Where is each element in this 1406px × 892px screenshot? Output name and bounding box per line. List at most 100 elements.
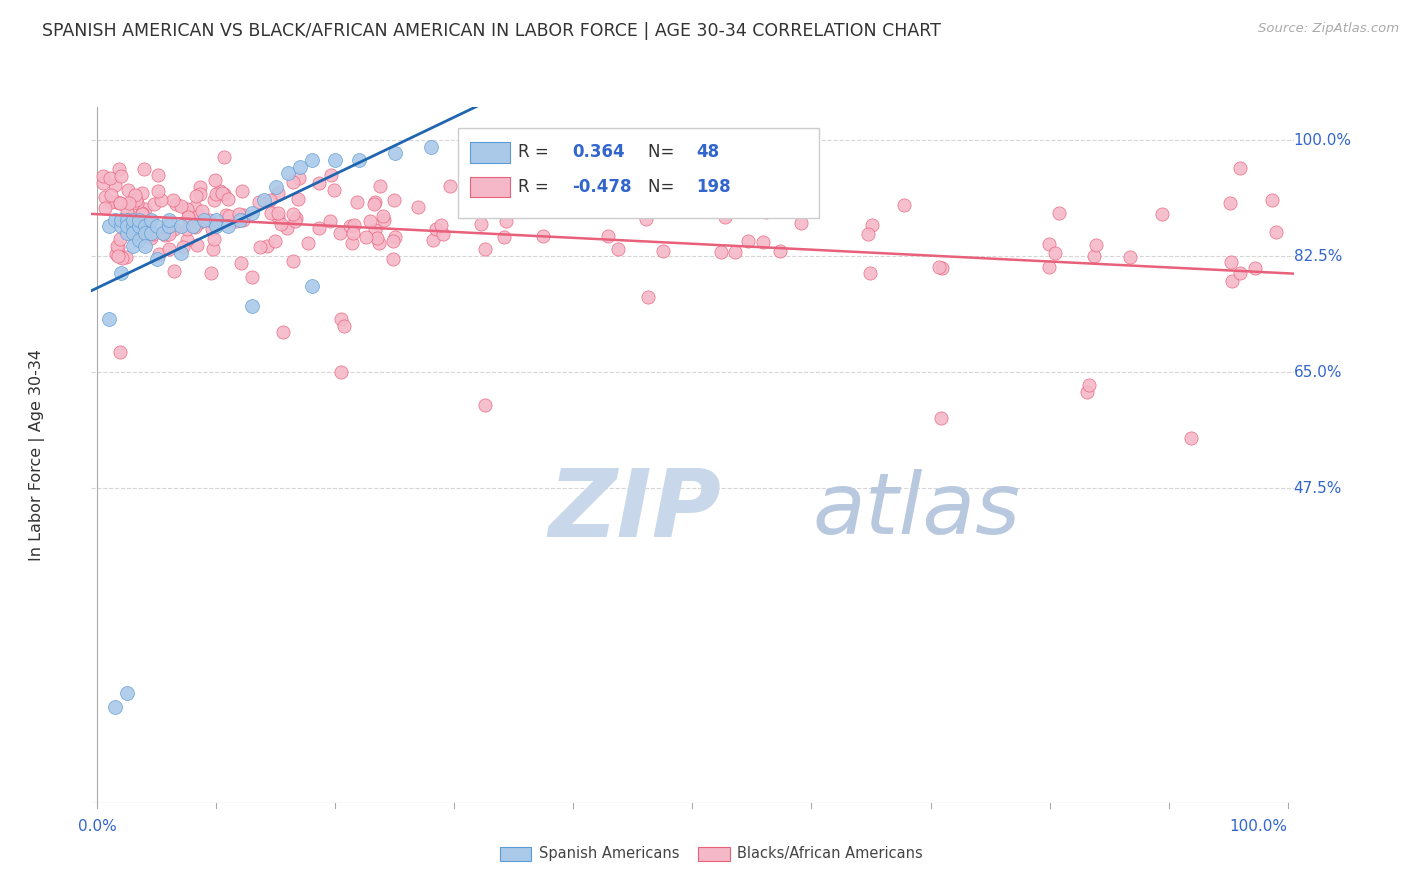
Point [214,187,236,202]
Point [146,219,169,234]
Point [110,266,132,280]
Point [276,220,298,235]
Point [1219,196,1241,211]
FancyBboxPatch shape [458,128,818,219]
Point [208,184,231,198]
FancyBboxPatch shape [470,142,510,162]
Point [343,218,366,232]
Text: Blacks/African Americans: Blacks/African Americans [737,847,922,861]
Point [201,243,224,257]
Text: Spanish Americans: Spanish Americans [538,847,679,861]
Point [139,226,162,240]
Point [329,365,352,379]
Point [359,214,381,228]
Point [105,239,128,253]
Point [249,240,271,254]
Point [146,184,169,198]
Point [128,233,150,247]
Point [159,242,181,256]
Point [170,199,193,213]
Point [605,201,627,215]
Text: 198: 198 [696,178,731,196]
Point [287,192,309,206]
Point [201,221,224,235]
Point [153,227,176,242]
Point [242,270,264,285]
Text: N=: N= [648,144,679,161]
Point [117,213,139,227]
Point [186,217,208,231]
Point [267,206,290,220]
Point [105,194,128,209]
Text: 0.364: 0.364 [572,144,624,161]
Point [176,202,198,217]
Point [124,193,146,207]
Point [217,219,239,234]
Text: -0.478: -0.478 [572,178,631,196]
Point [108,232,131,246]
Point [928,260,950,275]
Point [1243,260,1265,275]
Point [117,196,139,211]
Point [931,260,953,275]
Point [183,219,205,233]
Text: N=: N= [648,178,679,196]
Point [543,177,565,191]
Point [329,226,352,240]
Point [769,244,792,258]
Point [751,235,773,249]
Point [301,153,323,167]
Point [148,246,170,260]
Point [323,183,346,197]
Point [256,238,278,252]
Point [637,290,659,304]
Point [333,318,356,333]
Point [204,172,226,186]
FancyBboxPatch shape [501,847,531,861]
Point [110,212,132,227]
Point [94,201,117,215]
Point [162,194,184,208]
Point [100,187,122,202]
Point [339,219,361,233]
Point [368,179,391,194]
Point [789,216,811,230]
Point [107,249,129,263]
Point [430,218,453,232]
Point [342,226,364,240]
Point [240,206,263,220]
Point [188,215,211,229]
Point [1229,266,1251,280]
Point [470,217,492,231]
Point [425,222,447,236]
Point [98,312,121,326]
Point [330,312,353,326]
Point [247,195,270,210]
Text: R =: R = [519,144,554,161]
Point [142,227,165,241]
Point [283,175,305,189]
Text: ZIP: ZIP [548,465,721,557]
Point [859,266,882,280]
FancyBboxPatch shape [699,847,730,861]
Point [363,197,385,211]
Point [148,169,170,183]
Point [163,264,186,278]
Point [1047,206,1070,220]
Point [1078,378,1101,392]
Point [188,179,211,194]
Point [156,218,179,232]
Point [1084,238,1107,252]
Point [354,229,377,244]
Point [98,171,121,186]
Text: Source: ZipAtlas.com: Source: ZipAtlas.com [1258,22,1399,36]
Point [131,207,153,221]
Point [212,149,235,163]
Point [115,686,138,700]
Point [373,212,395,227]
Point [104,178,127,193]
Point [122,239,145,253]
Point [287,171,309,186]
Point [200,267,222,281]
Point [114,250,136,264]
